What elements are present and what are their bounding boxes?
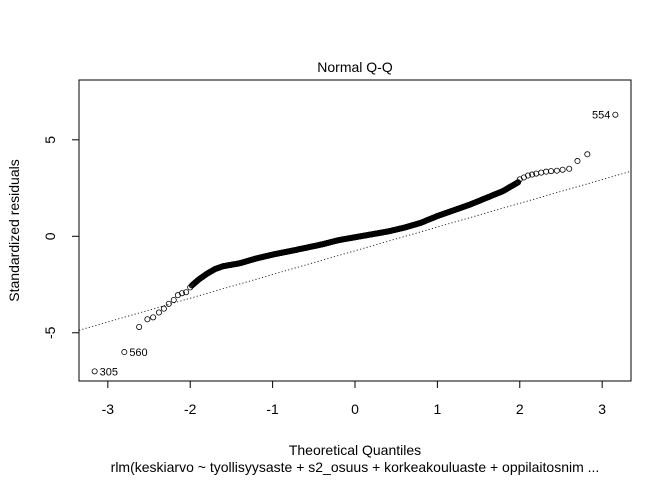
data-point <box>612 111 619 118</box>
data-point <box>170 296 177 303</box>
data-point <box>543 168 550 175</box>
data-point <box>91 368 98 375</box>
x-tick-label: -1 <box>266 401 279 417</box>
y-axis: -5 0 5 <box>42 136 80 339</box>
data-point <box>559 166 566 173</box>
data-point <box>566 165 573 172</box>
data-point <box>160 305 167 312</box>
data-point <box>187 284 194 291</box>
data-point <box>178 290 185 297</box>
data-point <box>584 151 591 158</box>
data-point <box>538 169 545 176</box>
data-point <box>553 167 560 174</box>
chart-subtitle: rlm(keskiarvo ~ tyollisyysaste + s2_osuu… <box>111 459 600 475</box>
data-point <box>525 172 532 179</box>
plot-frame <box>78 79 632 382</box>
x-axis: -3 -2 -1 0 1 2 3 <box>102 380 606 417</box>
data-point <box>121 349 128 356</box>
data-point <box>515 179 522 186</box>
point-label: 560 <box>129 347 147 359</box>
y-tick-label: 0 <box>42 232 58 240</box>
x-tick-label: 0 <box>351 401 359 417</box>
data-point <box>548 168 555 175</box>
chart-title: Normal Q-Q <box>317 59 393 75</box>
data-point <box>136 323 143 330</box>
point-labels: 554 560 305 <box>100 110 611 379</box>
reference-line <box>79 170 631 331</box>
x-tick-label: -3 <box>102 401 115 417</box>
data-point <box>183 289 190 296</box>
x-tick-label: 3 <box>598 401 606 417</box>
point-label: 305 <box>100 366 118 378</box>
y-tick-label: 5 <box>42 136 58 144</box>
y-tick-label: -5 <box>42 326 58 339</box>
data-point <box>144 316 151 323</box>
x-tick-label: -2 <box>184 401 197 417</box>
point-label: 554 <box>592 110 610 122</box>
data-point <box>155 309 162 316</box>
y-axis-title: Standardized residuals <box>6 159 22 301</box>
data-point <box>165 300 172 307</box>
x-tick-label: 1 <box>433 401 441 417</box>
data-point <box>150 314 157 321</box>
data-point <box>574 158 581 165</box>
x-axis-title: Theoretical Quantiles <box>289 442 421 458</box>
data-point <box>529 171 536 178</box>
x-tick-label: 2 <box>516 401 524 417</box>
data-points <box>91 111 619 375</box>
